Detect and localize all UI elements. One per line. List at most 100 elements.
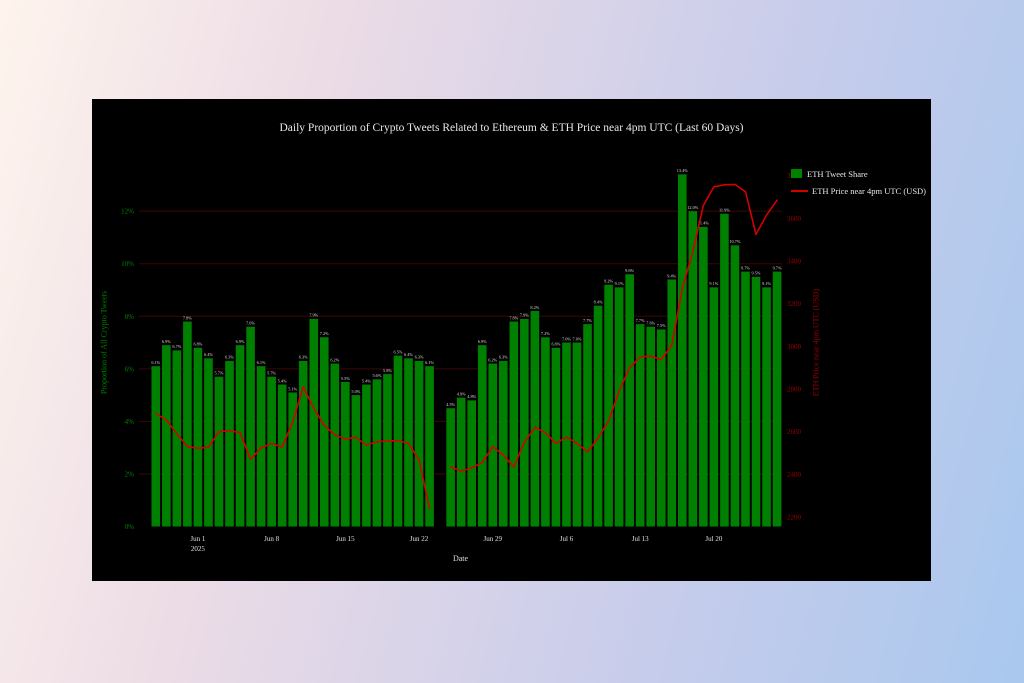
bar — [214, 376, 224, 527]
bar-value-label: 7.7% — [636, 318, 645, 323]
bar-value-label: 6.3% — [499, 355, 508, 360]
bar-value-label: 6.8% — [193, 342, 202, 347]
bar-value-label: 6.3% — [299, 355, 308, 360]
x-tick-label: Jun 15 — [336, 535, 355, 543]
bar — [593, 305, 603, 527]
bar — [151, 366, 161, 527]
bar — [404, 358, 413, 527]
bar-value-label: 9.4% — [667, 273, 676, 278]
bar — [477, 345, 487, 527]
bar — [646, 326, 656, 527]
bar — [562, 342, 571, 527]
legend-line-swatch-icon — [791, 189, 808, 192]
bar-value-label: 9.1% — [762, 281, 771, 286]
bar-value-label: 6.9% — [478, 339, 487, 344]
legend-item-tweet-share: ETH Tweet Share — [791, 165, 931, 182]
bar-value-label: 7.9% — [309, 313, 318, 318]
bar-value-label: 6.3% — [415, 355, 424, 360]
bar — [772, 271, 782, 527]
bar — [414, 360, 424, 527]
legend-label: ETH Tweet Share — [807, 168, 868, 179]
bar-value-label: 5.1% — [288, 386, 297, 391]
chart-svg: 6.1%6.9%6.7%7.8%6.8%6.4%5.7%6.3%6.9%7.6%… — [121, 168, 802, 553]
bar-value-label: 6.1% — [257, 360, 266, 365]
bar-value-label: 6.9% — [236, 339, 245, 344]
bar — [625, 274, 634, 527]
bar-value-label: 5.6% — [372, 373, 381, 378]
bar-value-label: 4.9% — [457, 392, 466, 397]
bar-value-label: 7.8% — [183, 315, 192, 320]
bar — [583, 324, 592, 527]
legend-item-eth-price: ETH Price near 4pm UTC (USD) — [791, 182, 931, 199]
x-axis-label: Date — [452, 554, 469, 563]
x-tick-label: Jun 22 — [410, 535, 429, 543]
bar-value-label: 6.5% — [394, 349, 403, 354]
legend: ETH Tweet Share ETH Price near 4pm UTC (… — [791, 165, 931, 199]
bar — [720, 213, 729, 527]
x-tick-label: Jun 1 — [190, 535, 205, 543]
bar — [372, 379, 382, 527]
bar-value-label: 6.4% — [204, 352, 213, 357]
bar-value-label: 5.5% — [341, 376, 350, 381]
bar-value-label: 7.7% — [583, 318, 592, 323]
bar — [709, 287, 719, 527]
bar — [614, 287, 624, 527]
bar — [277, 384, 287, 527]
bar-value-label: 6.9% — [162, 339, 171, 344]
bar-value-label: 9.6% — [625, 268, 634, 273]
bar-value-label: 5.7% — [215, 371, 224, 376]
bar-value-label: 10.7% — [729, 239, 741, 244]
bar — [530, 311, 540, 527]
bar — [688, 211, 698, 527]
bar-value-label: 7.8% — [509, 315, 518, 320]
bar-value-label: 7.9% — [520, 313, 529, 318]
bar — [246, 326, 255, 527]
y-left-tick-label: 10% — [121, 260, 134, 268]
bar-value-label: 7.0% — [562, 336, 571, 341]
legend-label: ETH Price near 4pm UTC (USD) — [812, 185, 927, 196]
bar — [235, 345, 245, 527]
bar-value-label: 7.6% — [646, 321, 655, 326]
bar — [667, 279, 677, 527]
bar-value-label: 12.0% — [687, 205, 699, 210]
x-tick-label: Jul 20 — [705, 535, 722, 543]
legend-bar-swatch-icon — [791, 169, 802, 178]
bar — [635, 324, 645, 527]
bar — [551, 347, 561, 527]
x-tick-label: Jun 8 — [264, 535, 279, 543]
y-left-tick-label: 6% — [125, 365, 135, 373]
bar — [604, 284, 613, 527]
chart-title: Daily Proportion of Crypto Tweets Relate… — [279, 122, 744, 134]
bar-value-label: 7.6% — [246, 321, 255, 326]
price-line — [154, 386, 431, 510]
y-left-tick-label: 4% — [125, 418, 135, 426]
bar-value-label: 11.9% — [719, 208, 730, 213]
bar-value-label: 7.0% — [573, 336, 582, 341]
bar — [730, 245, 740, 527]
bar-value-label: 9.1% — [615, 281, 624, 286]
y-left-tick-label: 8% — [125, 313, 135, 321]
x-tick-label: Jul 13 — [632, 535, 649, 543]
bar-value-label: 9.5% — [752, 271, 761, 276]
bar-value-label: 5.4% — [362, 378, 371, 383]
bar-value-label: 6.2% — [488, 357, 497, 362]
bar — [498, 360, 508, 527]
bar — [520, 318, 529, 527]
bar-value-label: 4.8% — [467, 394, 476, 399]
bar — [298, 360, 308, 527]
bar-value-label: 6.8% — [551, 342, 560, 347]
bar-value-label: 9.2% — [604, 279, 613, 284]
bar — [572, 342, 582, 527]
y-right-tick-label: 2400 — [787, 471, 802, 479]
bar — [193, 347, 203, 527]
bar — [383, 374, 392, 527]
bar-value-label: 6.1% — [151, 360, 160, 365]
bar — [330, 363, 340, 527]
bar — [656, 329, 666, 527]
price-line — [449, 183, 778, 472]
bar — [362, 384, 371, 527]
bar — [309, 318, 319, 527]
bar-value-label: 8.2% — [530, 305, 539, 310]
bar-value-label: 6.2% — [330, 357, 339, 362]
bar — [225, 360, 234, 527]
